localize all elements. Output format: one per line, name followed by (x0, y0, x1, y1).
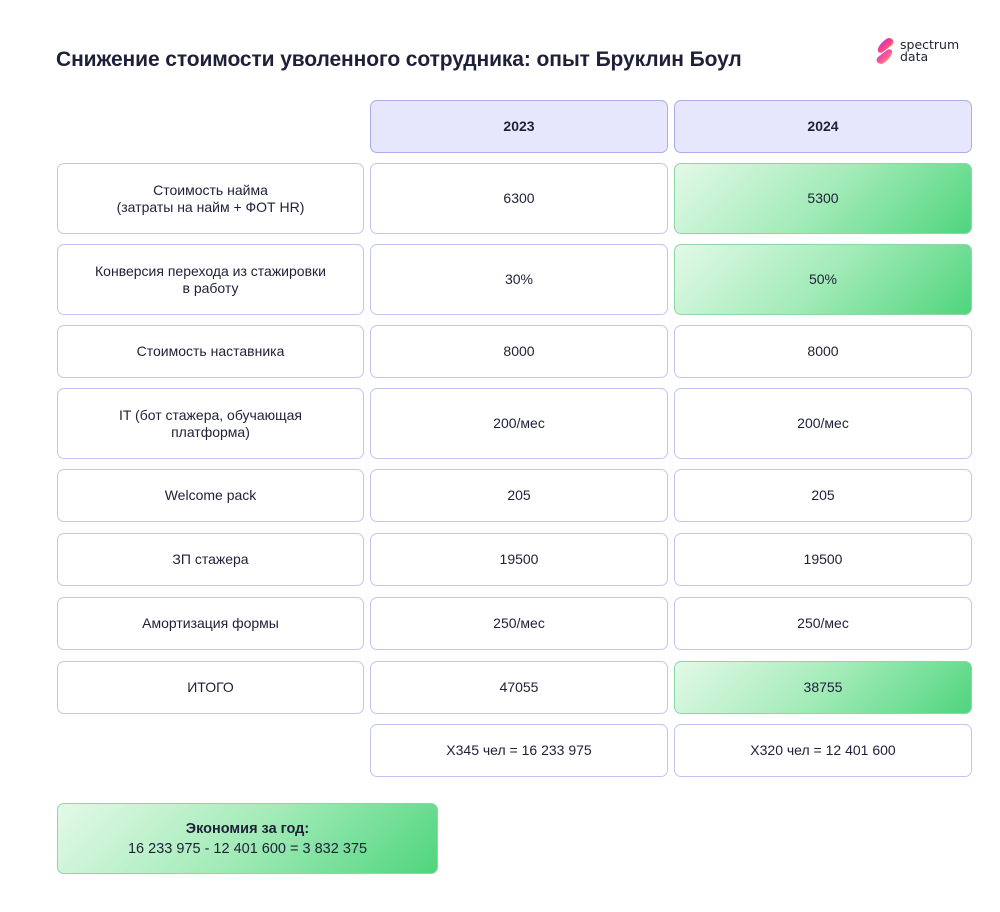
cell-it-2024: 200/мес (674, 388, 972, 459)
cell-total-2024: 38755 (674, 661, 972, 714)
logo-text-line1: spectrum (900, 37, 960, 52)
row-label-conversion: Конверсия перехода из стажировки в работу (57, 244, 364, 315)
cell-welcome-pack-2023: 205 (370, 469, 668, 522)
cell-mentor-cost-2023: 8000 (370, 325, 668, 378)
cell-mentor-cost-2024: 8000 (674, 325, 972, 378)
column-header-2024: 2024 (674, 100, 972, 153)
row-label-mentor-cost: Стоимость наставника (57, 325, 364, 378)
cell-hiring-cost-2024: 5300 (674, 163, 972, 234)
logo-text-line2: data (900, 49, 929, 64)
page-title: Снижение стоимости уволенного сотрудника… (56, 48, 742, 71)
cell-it-2023: 200/мес (370, 388, 668, 459)
row-label-intern-salary: ЗП стажера (57, 533, 364, 586)
cell-uniform-amortization-2024: 250/мес (674, 597, 972, 650)
row-label-line1: Конверсия перехода из стажировки (95, 262, 326, 279)
row-label-line2: платформа) (171, 423, 250, 440)
cell-total-2023: 47055 (370, 661, 668, 714)
column-header-2023: 2023 (370, 100, 668, 153)
cell-intern-salary-2024: 19500 (674, 533, 972, 586)
cell-intern-salary-2023: 19500 (370, 533, 668, 586)
row-label-uniform-amortization: Амортизация формы (57, 597, 364, 650)
cell-headcount-total-2023: Х345 чел = 16 233 975 (370, 724, 668, 777)
cell-headcount-total-2024: Х320 чел = 12 401 600 (674, 724, 972, 777)
row-label-total: ИТОГО (57, 661, 364, 714)
cell-hiring-cost-2023: 6300 (370, 163, 668, 234)
row-label-welcome-pack: Welcome pack (57, 469, 364, 522)
row-label-line1: IT (бот стажера, обучающая (118, 406, 303, 423)
row-label-hiring-cost: Стоимость найма (затраты на найм + ФОТ HR… (57, 163, 364, 234)
cell-conversion-2024: 50% (674, 244, 972, 315)
row-label-it: IT (бот стажера, обучающая платформа) (57, 388, 364, 459)
cell-conversion-2023: 30% (370, 244, 668, 315)
savings-formula: 16 233 975 - 12 401 600 = 3 832 375 (127, 840, 368, 857)
annual-savings-box: Экономия за год: 16 233 975 - 12 401 600… (57, 803, 438, 874)
row-label-line2: (затраты на найм + ФОТ HR) (116, 198, 305, 215)
savings-title: Экономия за год: (185, 820, 310, 837)
brand-logo: spectrum data (874, 37, 959, 65)
cell-uniform-amortization-2023: 250/мес (370, 597, 668, 650)
row-label-line2: в работу (182, 279, 239, 296)
spectrum-data-logo-icon (876, 38, 894, 64)
row-label-line1: Стоимость найма (153, 181, 268, 198)
cell-welcome-pack-2024: 205 (674, 469, 972, 522)
